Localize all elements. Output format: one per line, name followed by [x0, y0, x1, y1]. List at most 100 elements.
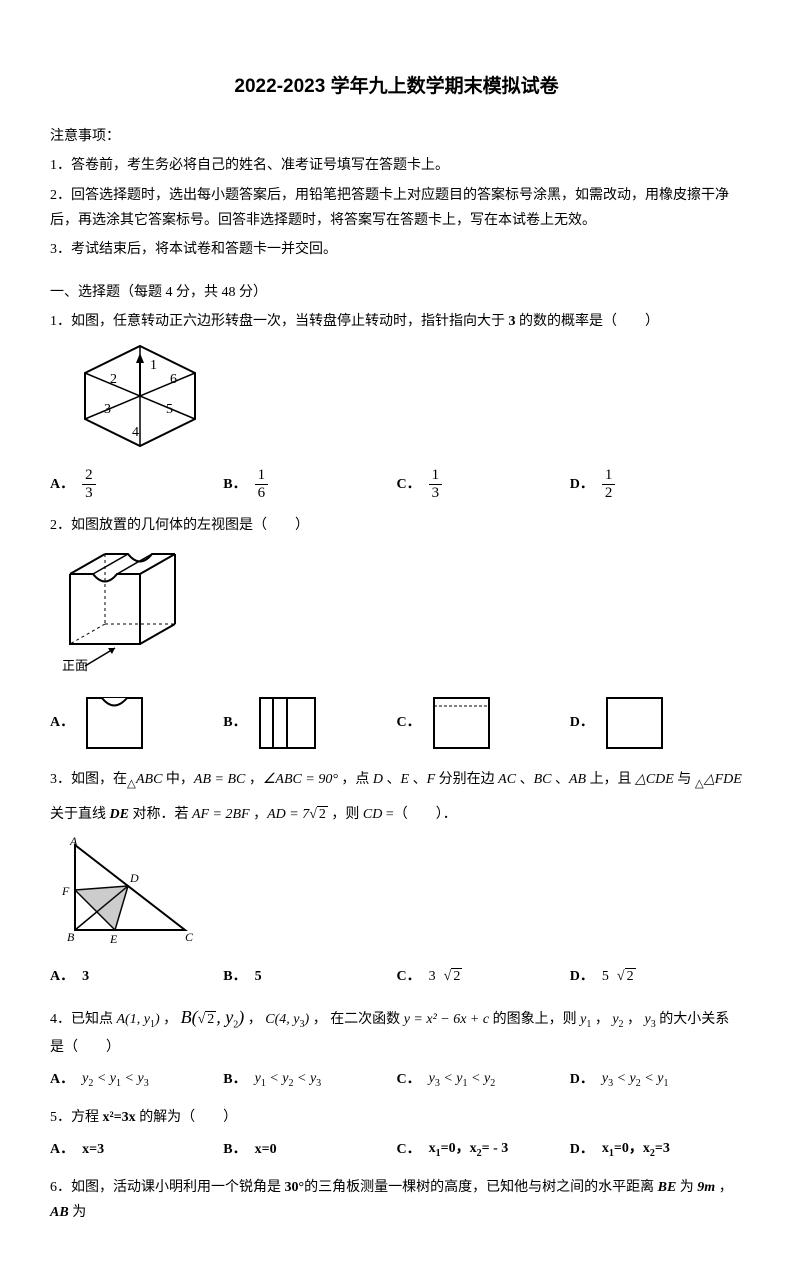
q3-p1: 分别在边 [435, 772, 498, 787]
hex-5: 5 [166, 402, 173, 417]
q4-s4: ， [591, 1012, 609, 1027]
q4d-as: 3 [608, 1078, 613, 1089]
q4-b-pre: B( [181, 1007, 198, 1027]
q3-l2-m2: ， [250, 807, 268, 822]
hex-6: 6 [170, 372, 177, 387]
q4a-as: 2 [88, 1078, 93, 1089]
q1-choices: A． 23 B． 16 C． 13 D． 12 [50, 468, 743, 501]
q4-s5: ， [624, 1012, 642, 1027]
l-a4: A． [50, 1067, 74, 1092]
q5c-v1: =0， [441, 1141, 470, 1156]
q1-choice-a: A． 23 [50, 468, 223, 501]
q3-b: 5 [255, 964, 262, 989]
svg-text:C: C [185, 930, 194, 944]
q3-l2-pre: 关于直线 [50, 807, 110, 822]
q3-tri1: △ [127, 777, 136, 790]
q4c-bs: 1 [463, 1078, 468, 1089]
question-5: 5．方程 x²=3x 的解为（ ） A．x=3 B．x=0 C．x1=0，x2=… [50, 1105, 743, 1163]
q3-p2: 上，且 [586, 772, 635, 787]
q1-choice-c: C． 13 [397, 468, 570, 501]
notice-1: 1．答卷前，考生务必将自己的姓名、准考证号填写在答题卡上。 [50, 153, 743, 178]
q3-a: 3 [82, 964, 89, 989]
q1-b-num: 1 [255, 468, 269, 485]
q4d-bs: 2 [636, 1078, 641, 1089]
hex-4: 4 [132, 425, 139, 440]
q4-stem: 4．已知点 A(1, y1) ， B(2, y2) ， C(4, y3) ， 在… [50, 1001, 743, 1060]
l-c3: C． [397, 964, 421, 989]
q4-choice-b: B． y1 < y2 < y3 [223, 1066, 396, 1093]
q5-pre: 5．方程 [50, 1110, 103, 1125]
q3-l2-mid: 对称．若 [129, 807, 192, 822]
l-a3: A． [50, 964, 74, 989]
q3-cde: △CDE [635, 772, 674, 787]
notice-3: 3．考试结束后，将本试卷和答题卡一并交回。 [50, 237, 743, 262]
l-b4: B． [223, 1067, 246, 1092]
q3-choice-d: D．52 [570, 964, 743, 989]
svg-text:B: B [67, 930, 75, 944]
q4-choice-a: A． y2 < y1 < y3 [50, 1066, 223, 1093]
q1-stem: 1．如图，任意转动正六边形转盘一次，当转盘停止转动时，指针指向大于 3 的数的概… [50, 309, 743, 334]
q5-choice-c: C．x1=0，x2= - 3 [397, 1136, 570, 1163]
q1-choice-b: B． 16 [223, 468, 396, 501]
q5-choice-d: D．x1=0，x2=3 [570, 1136, 743, 1163]
hex-1: 1 [150, 358, 157, 373]
section-1-title: 一、选择题（每题 4 分，共 48 分） [50, 280, 743, 305]
q2-choice-d: D． [570, 693, 743, 753]
q6-stem: 6．如图，活动课小明利用一个锐角是 30°的三角板测量一棵树的高度，已知他与树之… [50, 1175, 743, 1225]
label-a: A． [50, 472, 74, 497]
q2-stem: 2．如图放置的几何体的左视图是（ ） [50, 513, 743, 538]
q3-bc: BC [534, 772, 552, 787]
q6-ab: AB [50, 1205, 69, 1220]
q5-choice-a: A．x=3 [50, 1136, 223, 1163]
q6-dist: 9m [697, 1180, 715, 1195]
q5c-x1: x [429, 1141, 436, 1156]
q5c-x2: x [470, 1141, 477, 1156]
q1-c-den: 3 [432, 485, 440, 501]
q1-d-den: 2 [605, 485, 613, 501]
solid-figure: 正面 [60, 544, 743, 683]
notice-header: 注意事项： [50, 124, 743, 149]
q4-mid: 在二次函数 [330, 1012, 404, 1027]
label-b2: B． [223, 710, 246, 735]
l-b3: B． [223, 964, 246, 989]
q3-c-rad: 2 [451, 968, 462, 984]
q3-figure: A D F B E C [60, 835, 743, 954]
q4-choices: A． y2 < y1 < y3 B． y1 < y2 < y3 C． y3 < … [50, 1066, 743, 1093]
q2-choices: A． B． C． D． [50, 693, 743, 753]
q3-s3: 、 [516, 772, 534, 787]
q4d-cs: 1 [663, 1078, 668, 1089]
q6-mid2: 为 [676, 1180, 697, 1195]
q5d-x1: x [602, 1141, 609, 1156]
q5-eq: x²=3x [103, 1110, 136, 1125]
q6-mid3: ， [715, 1180, 733, 1195]
q3-d: D [373, 772, 383, 787]
q5-stem: 5．方程 x²=3x 的解为（ ） [50, 1105, 743, 1130]
question-3: 3．如图，在△ABC 中，AB = BC ，∠ABC = 90° ，点 D 、E… [50, 767, 743, 989]
q5d-v1: =0， [614, 1141, 643, 1156]
q4-post: 的图象上，则 [489, 1012, 580, 1027]
q3-line1: 3．如图，在△ABC 中，AB = BC ，∠ABC = 90° ，点 D 、E… [50, 767, 743, 794]
q3-choice-a: A． 3 [50, 964, 223, 989]
q4-choice-d: D． y3 < y2 < y1 [570, 1066, 743, 1093]
q3-s1: 、 [383, 772, 401, 787]
q4-pre: 4．已知点 [50, 1012, 117, 1027]
q3-e: E [401, 772, 410, 787]
hex-2: 2 [110, 372, 117, 387]
l-c5: C． [397, 1137, 421, 1162]
label-d2: D． [570, 710, 594, 735]
q3-l2-eq2pre: AD = 7 [267, 807, 309, 822]
l-b5: B． [223, 1137, 246, 1162]
hexagon-spinner: 1 2 3 4 5 6 [70, 341, 743, 460]
q6-mid: 的三角板测量一棵树的高度，已知他与树之间的水平距离 [304, 1180, 658, 1195]
q3-l1-pre: 3．如图，在 [50, 772, 127, 787]
svg-text:F: F [61, 884, 70, 898]
q3-l2-rad: 2 [317, 806, 328, 822]
q4c-cs: 2 [490, 1078, 495, 1089]
l-d4: D． [570, 1067, 594, 1092]
q3-f: F [427, 772, 436, 787]
q1-stem-pre: 1．如图，任意转动正六边形转盘一次，当转盘停止转动时，指针指向大于 [50, 314, 509, 329]
q3-d-coef: 5 [602, 964, 609, 989]
q6-angle: 30° [285, 1180, 305, 1195]
q3-m2: ， [245, 772, 263, 787]
q1-stem-post: 的数的概率是（ ） [516, 314, 660, 329]
